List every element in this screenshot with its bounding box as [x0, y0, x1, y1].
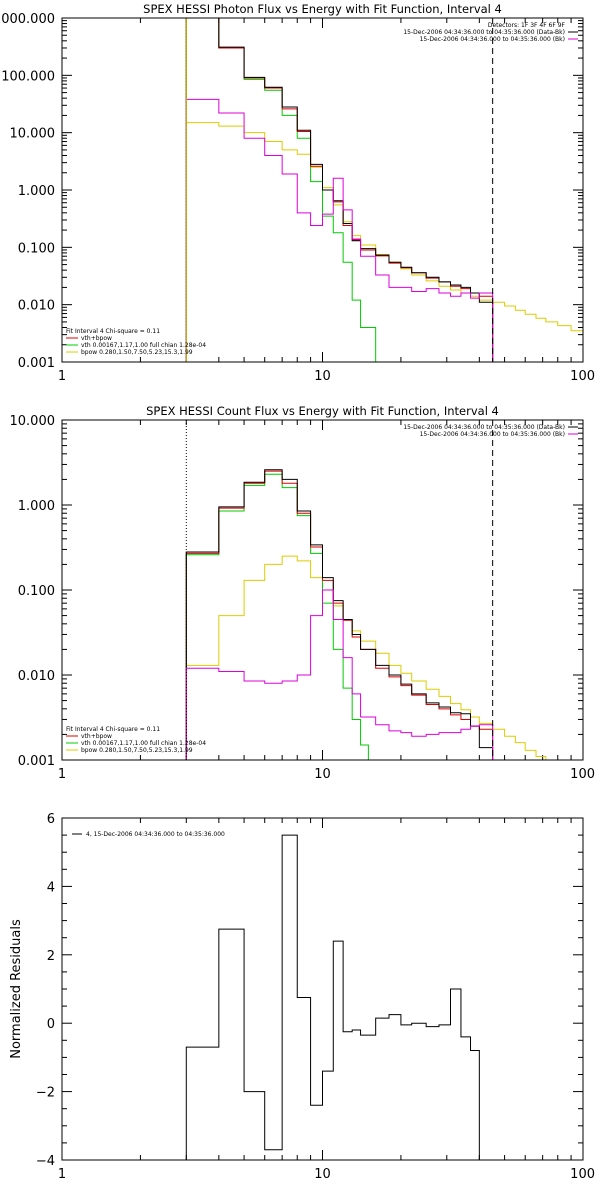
- legend-entry: 15-Dec-2006 04:34:36.000 to 04:35:36.000…: [403, 29, 565, 36]
- x-tick-label: 10: [314, 369, 331, 384]
- x-axis: 1 10 100: [58, 420, 595, 782]
- legend-entry: bpow 0.280,1.50,7.50,5.23,15.3,1.99: [81, 349, 193, 356]
- x-axis: 1 10 100: [58, 818, 595, 1182]
- y-tick-label: 4: [47, 880, 55, 895]
- x-tick-label: 10: [314, 767, 331, 782]
- panel-3: Normalized Residuals 1 10 100 −4 −2 0 2 4 6 4, 15-…: [9, 812, 595, 1182]
- legend-entry: vth 0.00167,1.17,1.00 full chian 1.28e-0…: [81, 342, 206, 349]
- chart-title: SPEX HESSI Count Flux vs Energy with Fit…: [146, 404, 499, 418]
- legend-bottom: Fit Interval 4 Chi-square = 0.11vth+bpow…: [66, 328, 206, 356]
- series-line-2: [185, 18, 390, 362]
- y-tick-label: −4: [36, 1154, 55, 1169]
- y-tick-label: 0.100: [18, 584, 55, 599]
- y-axis: −4 −2 0 2 4 6: [36, 812, 583, 1169]
- y-tick-label: −2: [36, 1086, 55, 1101]
- y-tick-label: 0.010: [18, 669, 55, 684]
- y-tick-label: 0.001: [18, 754, 55, 769]
- y-tick-label: 10.000: [10, 414, 56, 429]
- x-tick-label: 100: [570, 767, 595, 782]
- y-tick-label: 6: [47, 812, 55, 827]
- y-tick-label: 0: [47, 1017, 55, 1032]
- legend-entry: vth+bpow: [81, 733, 112, 740]
- series-line-1: [185, 555, 572, 760]
- series-line-5: [185, 98, 494, 362]
- plot-frame: [61, 817, 584, 1161]
- plot-frame: [61, 419, 584, 761]
- series-line-5: [185, 589, 494, 760]
- series-group: [185, 834, 480, 1160]
- y-axis: 0.001 0.010 0.100 1.000 10.000 100.000 1000.00…: [0, 12, 583, 371]
- legend-entry: 15-Dec-2006 04:34:36.000 to 04:35:36.000…: [420, 36, 565, 43]
- x-tick-label: 100: [570, 1167, 595, 1182]
- chart-title: SPEX HESSI Photon Flux vs Energy with Fi…: [143, 2, 502, 16]
- legend-entry: 15-Dec-2006 04:34:36.000 to 04:35:36.000…: [420, 431, 565, 438]
- panel-1: SPEX HESSI Photon Flux vs Energy with Fi…: [0, 2, 595, 384]
- y-tick-label: 0.100: [18, 241, 55, 256]
- y-axis: 0.001 0.010 0.100 1.000 10.000: [10, 414, 583, 769]
- series-group: [185, 469, 572, 760]
- y-tick-label: 1.000: [18, 184, 55, 199]
- legend-entry: vth 0.00167,1.17,1.00 full chian 1.28e-0…: [81, 740, 206, 747]
- x-tick-label: 100: [570, 369, 595, 384]
- legend-entry: Fit Interval 4 Chi-square = 0.11: [66, 726, 160, 733]
- legend-entry: Detectors: 1F 3F 4F 6F 9F: [488, 22, 566, 29]
- series-group: [185, 18, 583, 362]
- y-tick-label: 2: [47, 949, 55, 964]
- y-tick-label: 10.000: [10, 127, 56, 142]
- plot-frame: [61, 17, 584, 363]
- y-tick-label: 0.010: [18, 299, 55, 314]
- y-tick-label: 100.000: [1, 69, 55, 84]
- y-tick-label: 0.001: [18, 356, 55, 371]
- x-tick-label: 1: [58, 369, 66, 384]
- series-line-4: [185, 18, 494, 362]
- y-axis-label: Normalized Residuals: [9, 919, 24, 1059]
- panel-2: SPEX HESSI Count Flux vs Energy with Fit…: [10, 404, 596, 782]
- x-tick-label: 1: [58, 767, 66, 782]
- legend-top: 15-Dec-2006 04:34:36.000 to 04:35:36.000…: [403, 424, 578, 438]
- x-tick-label: 1: [58, 1167, 66, 1182]
- legend-bottom: Fit Interval 4 Chi-square = 0.11vth+bpow…: [66, 726, 206, 754]
- legend-top: 4, 15-Dec-2006 04:34:36.000 to 04:35:36.…: [72, 831, 225, 838]
- series-line-4: [185, 469, 494, 760]
- x-tick-label: 10: [314, 1167, 331, 1182]
- series-line-3: [185, 18, 494, 362]
- series-line-1: [185, 122, 583, 362]
- legend-entry: 15-Dec-2006 04:34:36.000 to 04:35:36.000…: [403, 424, 565, 431]
- legend-entry: vth+bpow: [81, 335, 112, 342]
- legend-entry: Fit Interval 4 Chi-square = 0.11: [66, 328, 160, 335]
- series-line-1: [185, 834, 480, 1160]
- legend-entry: 4, 15-Dec-2006 04:34:36.000 to 04:35:36.…: [86, 831, 225, 838]
- legend-entry: bpow 0.280,1.50,7.50,5.23,15.3,1.99: [81, 747, 193, 754]
- y-tick-label: 1.000: [18, 499, 55, 514]
